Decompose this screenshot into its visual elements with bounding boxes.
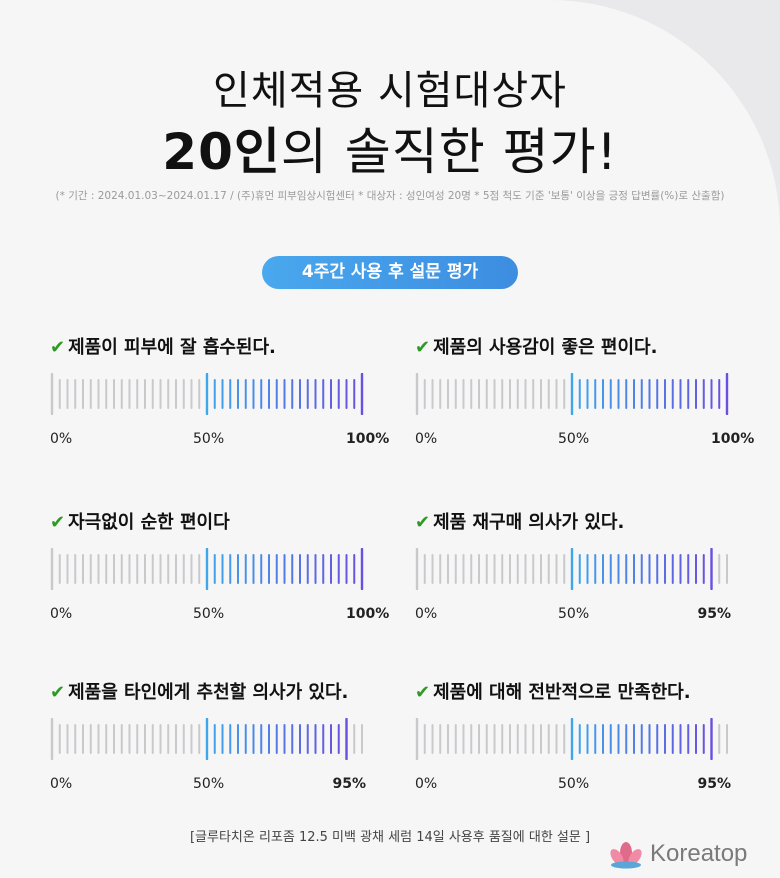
axis-min-label: 0% <box>415 431 438 447</box>
item-label: ✔ 제품에 대해 전반적으로 만족한다. <box>415 678 691 704</box>
item-label-text: 자극없이 순한 편이다 <box>68 512 230 533</box>
item-label-text: 제품의 사용감이 좋은 편이다. <box>433 337 658 358</box>
axis-mid-label: 50% <box>558 606 590 622</box>
value-label: 95% <box>697 776 732 792</box>
lotus-icon <box>610 842 642 869</box>
axis-mid-label: 50% <box>558 776 590 792</box>
gauge-bar <box>50 548 364 590</box>
value-label: 95% <box>332 776 367 792</box>
gauge-bar <box>50 373 364 415</box>
logo-text: Koreatop <box>650 840 748 867</box>
footer-caption: [글루타치온 리포좀 12.5 미백 광채 세럼 14일 사용후 품질에 대한 … <box>189 830 591 845</box>
item-label: ✔ 제품 재구매 의사가 있다. <box>415 508 624 534</box>
title-rest: 의 솔직한 평가! <box>280 123 618 181</box>
title-line1: 인체적용 시험대상자 <box>213 68 567 114</box>
check-icon: ✔ <box>50 337 66 358</box>
check-icon: ✔ <box>50 512 66 533</box>
item-label: ✔ 제품을 타인에게 추천할 의사가 있다. <box>50 678 348 704</box>
survey-item: ✔ 제품의 사용감이 좋은 편이다. 0% 50% 100% <box>415 333 755 453</box>
gauge-bar <box>50 718 363 760</box>
check-icon: ✔ <box>415 337 431 358</box>
value-label: 100% <box>346 431 390 447</box>
value-label: 100% <box>346 606 390 622</box>
axis-min-label: 0% <box>415 606 438 622</box>
gauge-bar <box>415 548 728 590</box>
check-icon: ✔ <box>415 682 431 703</box>
survey-item: ✔ 제품이 피부에 잘 흡수된다. 0% 50% 100% <box>50 333 390 453</box>
item-label: ✔ 제품의 사용감이 좋은 편이다. <box>415 333 657 359</box>
item-label: ✔ 제품이 피부에 잘 흡수된다. <box>50 333 276 359</box>
item-label-text: 제품 재구매 의사가 있다. <box>433 512 625 533</box>
axis-mid-label: 50% <box>193 776 225 792</box>
gauge-bar <box>415 718 728 760</box>
item-label-text: 제품이 피부에 잘 흡수된다. <box>68 337 276 358</box>
title-line2: 20인의 솔직한 평가! <box>0 112 780 184</box>
axis-min-label: 0% <box>50 776 73 792</box>
item-label: ✔ 자극없이 순한 편이다 <box>50 508 230 534</box>
item-label-text: 제품을 타인에게 추천할 의사가 있다. <box>68 682 349 703</box>
survey-item: ✔ 제품에 대해 전반적으로 만족한다. 0% 50% 95% <box>415 678 755 798</box>
survey-item: ✔ 제품을 타인에게 추천할 의사가 있다. 0% 50% 95% <box>50 678 390 798</box>
axis-mid-label: 50% <box>558 431 590 447</box>
value-label: 95% <box>697 606 732 622</box>
axis-mid-label: 50% <box>193 606 225 622</box>
survey-item: ✔ 자극없이 순한 편이다 0% 50% 100% <box>50 508 390 628</box>
gauge-bar <box>415 373 729 415</box>
check-icon: ✔ <box>50 682 66 703</box>
axis-min-label: 0% <box>415 776 438 792</box>
title-bold: 20인 <box>162 123 281 181</box>
axis-min-label: 0% <box>50 431 73 447</box>
logo: Koreatop <box>606 840 776 870</box>
axis-mid-label: 50% <box>193 431 225 447</box>
axis-min-label: 0% <box>50 606 73 622</box>
survey-note: (* 기간 : 2024.01.03~2024.01.17 / (주)휴먼 피부… <box>55 190 725 202</box>
survey-item: ✔ 제품 재구매 의사가 있다. 0% 50% 95% <box>415 508 755 628</box>
section-pill: 4주간 사용 후 설문 평가 <box>262 256 518 289</box>
value-label: 100% <box>711 431 755 447</box>
check-icon: ✔ <box>415 512 431 533</box>
item-label-text: 제품에 대해 전반적으로 만족한다. <box>433 682 691 703</box>
